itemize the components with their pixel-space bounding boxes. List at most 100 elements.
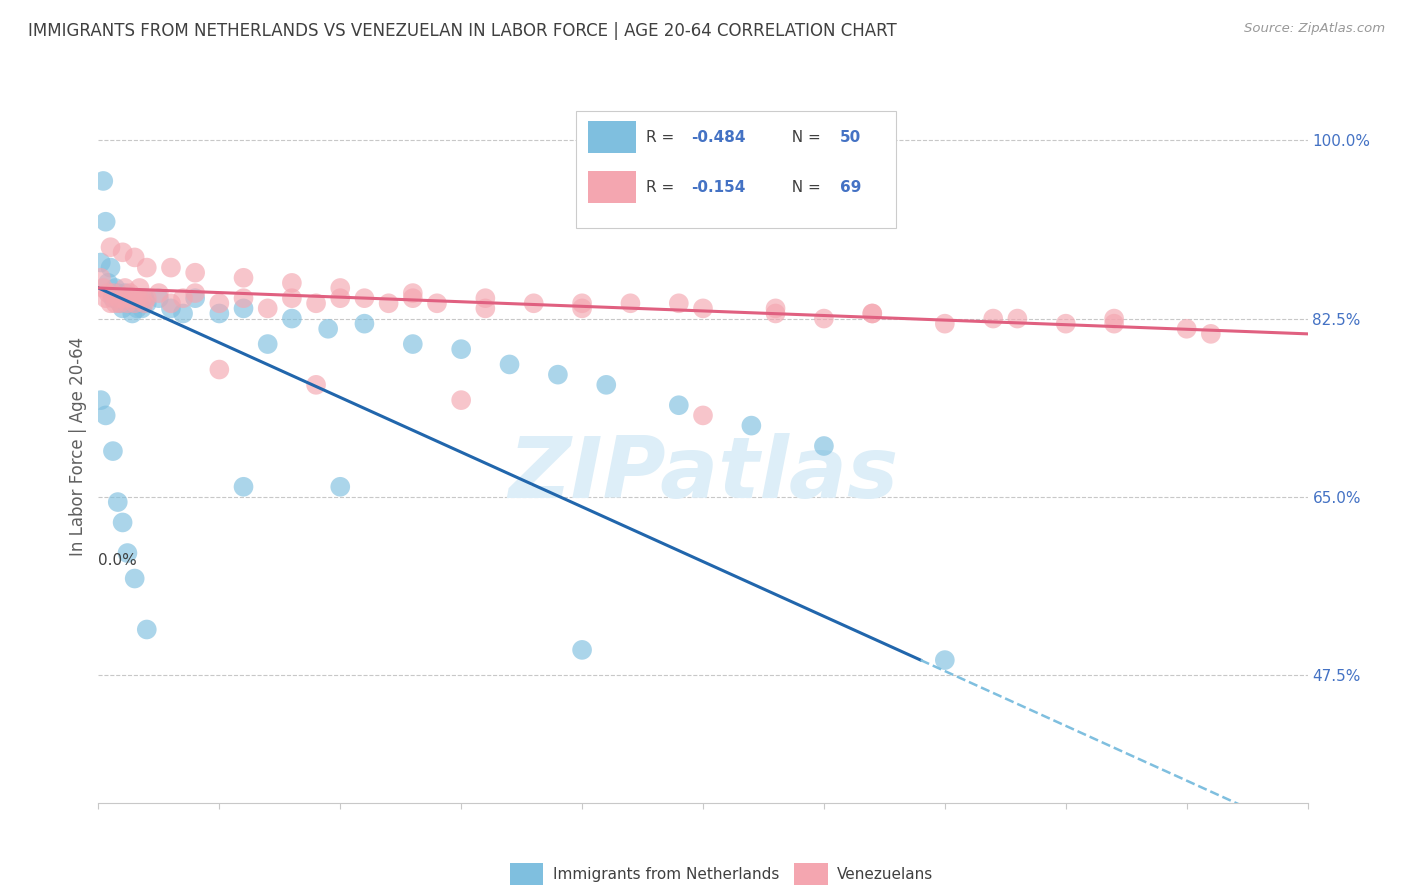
Point — [127, 301, 149, 316]
Bar — [588, 121, 637, 153]
Text: N =: N = — [782, 180, 825, 195]
Point — [111, 291, 134, 305]
Point — [131, 291, 153, 305]
Point — [256, 337, 278, 351]
Point — [619, 296, 641, 310]
Point — [402, 337, 425, 351]
Point — [232, 301, 254, 316]
Point — [498, 358, 520, 372]
Point — [127, 291, 149, 305]
Point — [1199, 326, 1222, 341]
Point — [101, 444, 124, 458]
Point — [128, 281, 150, 295]
Point — [668, 398, 690, 412]
Point — [523, 296, 546, 310]
Point — [128, 296, 150, 310]
Point — [90, 255, 112, 269]
Point — [107, 286, 129, 301]
Point — [100, 240, 122, 254]
Text: R =: R = — [647, 180, 679, 195]
Point — [305, 296, 328, 310]
Point — [426, 296, 449, 310]
Y-axis label: In Labor Force | Age 20-64: In Labor Force | Age 20-64 — [69, 336, 87, 556]
Point — [860, 306, 883, 320]
Point — [94, 409, 117, 423]
Point — [692, 301, 714, 316]
Bar — [588, 171, 637, 203]
Point — [131, 301, 153, 316]
Point — [184, 286, 207, 301]
Point — [450, 342, 472, 356]
Point — [104, 281, 127, 295]
Point — [90, 270, 112, 285]
Point — [353, 317, 375, 331]
Point — [172, 291, 194, 305]
Point — [148, 291, 170, 305]
Point — [402, 286, 425, 301]
Point — [135, 296, 157, 310]
Point — [316, 322, 339, 336]
Point — [595, 377, 617, 392]
Text: 50: 50 — [839, 129, 860, 145]
Point — [1102, 317, 1125, 331]
Text: -0.154: -0.154 — [690, 180, 745, 195]
Point — [208, 296, 231, 310]
Point — [1175, 322, 1198, 336]
Text: 0.0%: 0.0% — [98, 553, 138, 568]
Text: -0.484: -0.484 — [690, 129, 745, 145]
Point — [117, 546, 139, 560]
Point — [160, 260, 183, 275]
Text: N =: N = — [782, 129, 825, 145]
Point — [100, 296, 122, 310]
Point — [97, 286, 120, 301]
Point — [101, 286, 124, 301]
Point — [160, 301, 183, 316]
Point — [934, 317, 956, 331]
Text: Venezuelans: Venezuelans — [837, 867, 934, 881]
Point — [135, 291, 157, 305]
Point — [208, 362, 231, 376]
Point — [172, 306, 194, 320]
Point — [474, 301, 496, 316]
Text: Immigrants from Netherlands: Immigrants from Netherlands — [553, 867, 779, 881]
Point — [148, 286, 170, 301]
Point — [108, 296, 131, 310]
Point — [107, 495, 129, 509]
Point — [118, 286, 141, 301]
Point — [281, 276, 304, 290]
Point — [111, 516, 134, 530]
Point — [329, 291, 352, 305]
Point — [402, 291, 425, 305]
Bar — [509, 863, 543, 885]
Point — [101, 291, 124, 305]
Point — [450, 393, 472, 408]
Point — [281, 291, 304, 305]
Point — [184, 291, 207, 305]
Point — [329, 281, 352, 295]
Point — [474, 291, 496, 305]
Point — [668, 296, 690, 310]
Point — [124, 572, 146, 586]
Point — [134, 296, 156, 310]
Point — [1007, 311, 1029, 326]
Point — [232, 480, 254, 494]
Point — [860, 306, 883, 320]
Point — [135, 623, 157, 637]
Point — [117, 296, 139, 310]
Point — [135, 260, 157, 275]
Point — [91, 174, 114, 188]
Point — [1054, 317, 1077, 331]
Bar — [793, 863, 828, 885]
Point — [571, 296, 593, 310]
Point — [111, 245, 134, 260]
Point — [94, 291, 117, 305]
Point — [121, 306, 143, 320]
Text: IMMIGRANTS FROM NETHERLANDS VS VENEZUELAN IN LABOR FORCE | AGE 20-64 CORRELATION: IMMIGRANTS FROM NETHERLANDS VS VENEZUELA… — [28, 22, 897, 40]
Text: Source: ZipAtlas.com: Source: ZipAtlas.com — [1244, 22, 1385, 36]
Point — [160, 296, 183, 310]
Point — [107, 291, 129, 305]
Point — [124, 296, 146, 310]
Point — [114, 281, 136, 295]
Point — [121, 291, 143, 305]
Point — [104, 296, 127, 310]
